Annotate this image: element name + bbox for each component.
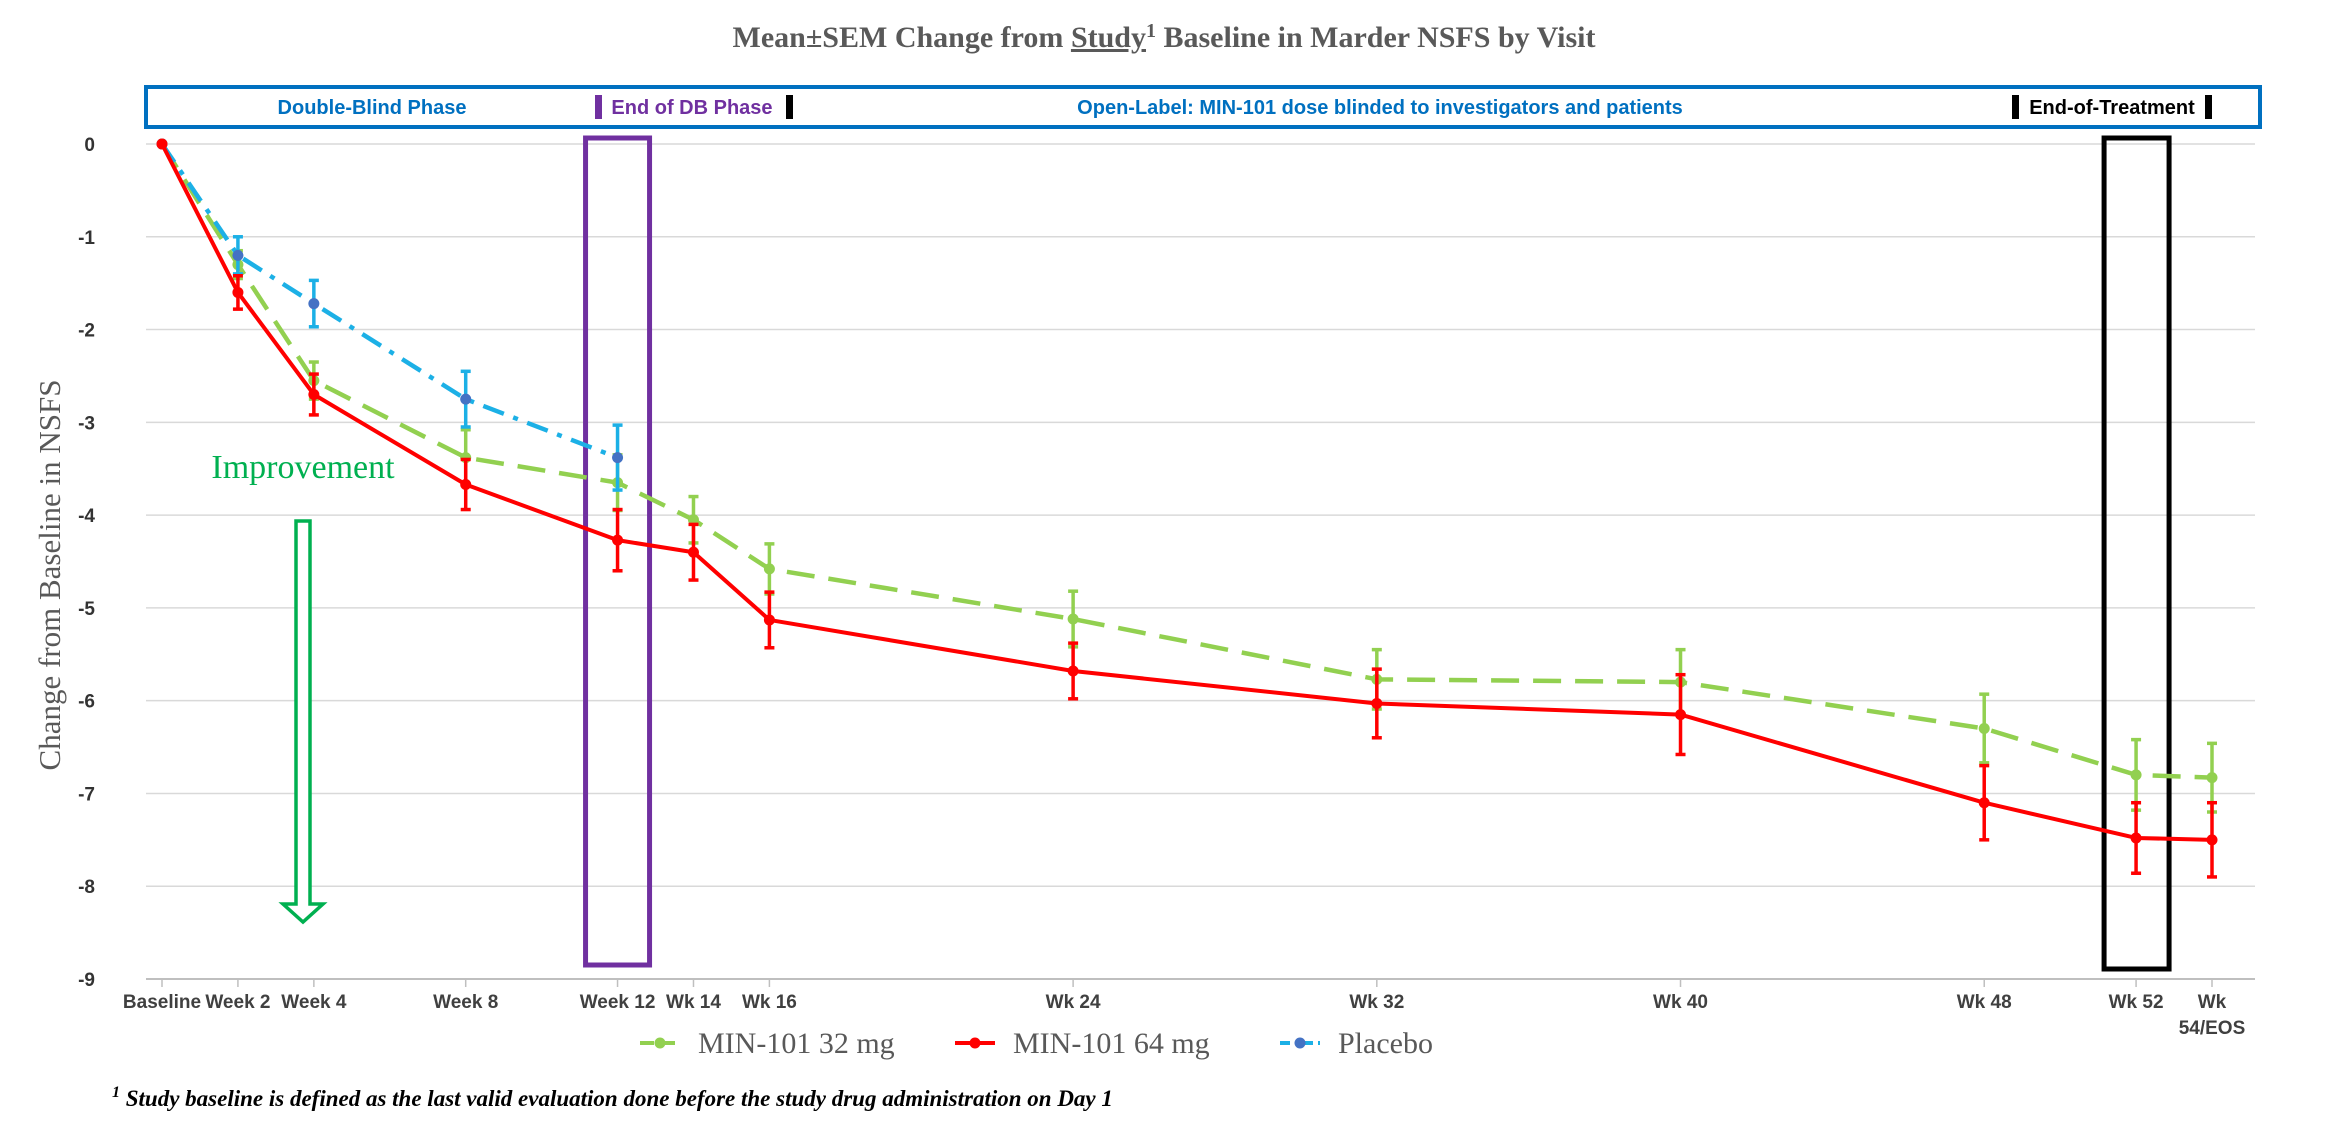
eot-marker-left [2012, 95, 2019, 119]
series-line [160, 142, 619, 460]
legend-label: MIN-101 64 mg [1013, 1027, 1210, 1060]
data-point [612, 452, 624, 464]
series-line [160, 143, 2213, 842]
y-tick-label: -6 [78, 692, 95, 713]
data-point [308, 389, 320, 400]
x-tick-label: Wk 52 [2109, 992, 2164, 1013]
series-placebo [156, 138, 624, 492]
y-tick-label: -9 [78, 970, 95, 991]
legend-item: MIN-101 32 mg [640, 1027, 895, 1060]
y-tick-label: -4 [78, 506, 95, 527]
series-min-101-64-mg [156, 138, 2218, 879]
data-point [232, 286, 244, 298]
y-tick-label: -5 [78, 599, 95, 620]
title-underlined: Study [1071, 21, 1146, 54]
y-axis-ticks: 0 -1 -2 -3 -4 -5 -6 -7 -8 -9 [78, 135, 95, 991]
data-point [612, 534, 624, 546]
legend-swatch-marker [654, 1037, 666, 1049]
end-db-highlight-box [583, 135, 653, 968]
x-tick-label: Wk 54/EOS [2179, 992, 2246, 1039]
title-before: Mean±SEM Change from [733, 21, 1071, 54]
x-tick-label: Week 8 [433, 992, 498, 1013]
y-tick-label: -1 [78, 228, 95, 249]
x-tick-label: Wk 24 [1046, 992, 1101, 1013]
y-axis-label: Change from Baseline in NSFS [32, 380, 67, 771]
data-point [1371, 697, 1383, 709]
title-after: Baseline in Marder NSFS by Visit [1156, 21, 1595, 54]
data-point [687, 514, 699, 526]
legend-item: MIN-101 64 mg [955, 1027, 1210, 1060]
data-point [232, 249, 244, 261]
x-tick-label: Baseline [123, 992, 201, 1013]
x-tick-label: Week 12 [580, 992, 656, 1013]
gridlines [146, 143, 2255, 980]
data-point [2206, 772, 2218, 784]
data-point [460, 393, 472, 405]
x-tick-label: Wk 48 [1957, 992, 2012, 1013]
y-tick-label: -2 [78, 321, 95, 342]
phase-header-box [144, 85, 2262, 129]
end-db-phase-label: End of DB Phase [611, 97, 772, 119]
footnote-text: Study baseline is defined as the last va… [120, 1086, 1113, 1111]
x-axis-ticks: Baseline Week 2 Week 4 Week 8 Week 12 Wk 14 Wk… [123, 979, 2245, 1039]
eot-marker-right [2205, 95, 2212, 119]
legend-swatch-marker [1294, 1037, 1306, 1049]
improvement-arrow-shape [278, 519, 328, 925]
data-point [1067, 613, 1079, 625]
legend: MIN-101 32 mg MIN-101 64 mg Placebo [640, 1027, 1433, 1060]
x-tick-label: Wk 14 [666, 992, 721, 1013]
y-tick-label: -7 [78, 784, 95, 805]
end-db-marker-right [786, 95, 793, 119]
chart-title: Mean±SEM Change from Study1 Baseline in … [733, 20, 1596, 54]
legend-swatch-marker [969, 1037, 981, 1049]
legend-label: MIN-101 32 mg [698, 1027, 895, 1060]
end-db-marker-left [595, 95, 602, 119]
series-layer [156, 138, 2218, 879]
data-point [687, 546, 699, 558]
y-tick-label: -3 [78, 413, 95, 434]
legend-label: Placebo [1338, 1027, 1433, 1060]
legend-item: Placebo [1280, 1027, 1433, 1060]
x-tick-label-line: Wk [2198, 992, 2227, 1013]
x-tick-label: Wk 40 [1653, 992, 1708, 1013]
improvement-arrow-icon [278, 519, 328, 925]
x-tick-label: Wk 16 [742, 992, 797, 1013]
data-point [1978, 723, 1990, 734]
x-tick-label: Week 2 [205, 992, 270, 1013]
data-point [308, 298, 320, 310]
data-point [1067, 665, 1079, 677]
footnote: 1 Study baseline is defined as the last … [112, 1084, 1113, 1111]
footnote-marker: 1 [112, 1084, 120, 1101]
data-point [763, 614, 775, 626]
x-tick-label: Wk 32 [1349, 992, 1404, 1013]
data-point [1675, 709, 1687, 721]
x-tick-label-line: 54/EOS [2179, 1018, 2246, 1039]
data-point [2130, 769, 2142, 781]
data-point [1978, 797, 1990, 809]
data-point [460, 478, 472, 490]
improvement-label: Improvement [211, 449, 395, 486]
title-superscript: 1 [1146, 20, 1156, 42]
y-tick-label: -8 [78, 877, 95, 898]
data-point [763, 563, 775, 575]
data-point [156, 138, 168, 150]
end-of-treatment-highlight-box [2101, 135, 2172, 972]
end-of-treatment-label: End-of-Treatment [2029, 97, 2195, 119]
data-point [2206, 834, 2218, 846]
x-tick-label: Week 4 [281, 992, 347, 1013]
y-tick-label: 0 [84, 135, 95, 156]
open-label-phase-label: Open-Label: MIN-101 dose blinded to inve… [1077, 97, 1683, 119]
data-point [2130, 832, 2142, 844]
double-blind-phase-label: Double-Blind Phase [278, 97, 467, 119]
